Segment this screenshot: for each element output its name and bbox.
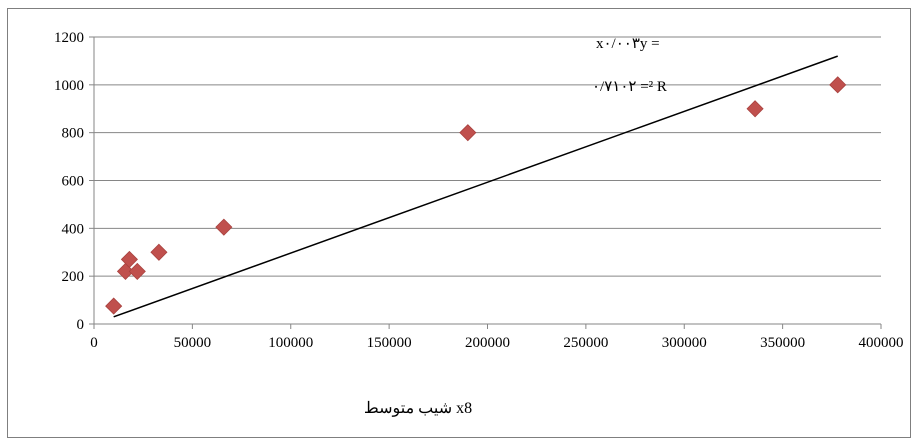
y-axis-ticks: 0 200 400 600 800 1000 1200 [54, 30, 94, 333]
data-point [120, 250, 138, 268]
x-tick-label: 400000 [859, 335, 904, 351]
x-tick-label: 300000 [662, 335, 707, 351]
scatter-chart: 0 200 400 600 800 1000 1200 0 50000 100000 150000… [54, 30, 904, 417]
gridlines [94, 36, 881, 277]
x-tick-label: 50000 [174, 335, 212, 351]
x-tick-label: 150000 [367, 335, 412, 351]
data-point [746, 100, 764, 118]
x-tick-label: 100000 [268, 335, 313, 351]
y-tick-label: 200 [62, 269, 85, 285]
data-point [128, 262, 146, 280]
data-point [459, 124, 477, 142]
data-point [829, 76, 847, 94]
y-tick-label: 1000 [54, 78, 84, 94]
trendline [113, 55, 838, 318]
y-tick-label: 1200 [54, 30, 84, 46]
data-point [215, 218, 233, 236]
data-point [150, 243, 168, 261]
y-tick-label: 600 [62, 174, 85, 190]
x-tick-label: 350000 [760, 335, 805, 351]
x-tick-label: 250000 [563, 335, 608, 351]
trendline-group [113, 55, 838, 318]
y-tick-label: 400 [62, 221, 85, 237]
data-point [105, 297, 123, 315]
data-points [105, 76, 847, 315]
x-axis-label: شیب متوسط x8 [364, 400, 472, 417]
equation-line-1: x۰/۰۰۳y = [596, 36, 660, 52]
y-tick-label: 800 [62, 126, 85, 142]
y-tick-label: 0 [77, 317, 85, 333]
chart-frame: 0 200 400 600 800 1000 1200 0 50000 100000 150000… [7, 8, 911, 438]
x-axis-ticks: 0 50000 100000 150000 200000 250000 300000 3500… [90, 324, 904, 351]
x-tick-label: 200000 [465, 335, 510, 351]
x-tick-label: 0 [90, 335, 98, 351]
equation-line-2: ۰/۷۱۰۲ =² R [592, 79, 667, 95]
